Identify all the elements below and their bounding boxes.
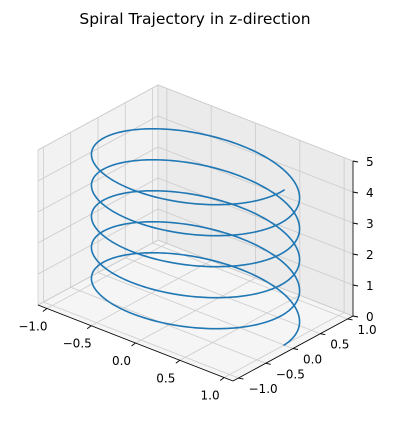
grid-line-z-left [37,239,159,306]
x-tick-label: 1.0 [201,389,220,403]
y-tick-mark [347,318,353,321]
grid-line-y-floor [97,272,294,349]
y-tick-label: 1.0 [358,323,377,337]
z-tick-label: 2 [366,248,374,262]
chart-title: Spiral Trajectory in z-direction [79,10,310,28]
z-tick-mark [352,160,359,163]
grid-line-y-floor [70,286,266,364]
x-tick-label: 0.5 [156,371,175,385]
x-tick-mark [42,308,48,312]
y-tick-mark [320,333,326,336]
x-tick-mark [86,325,92,330]
x-tick-mark [131,342,136,347]
grid-line-z-back [157,115,354,193]
grid-line-y-floor [125,257,321,335]
z-tick-label: 1 [366,279,374,293]
spiral-line [90,127,301,346]
y-tick-label: −1.0 [249,382,278,396]
x-tick-mark [175,359,181,364]
z-tick-mark [352,253,359,256]
x-tick-mark [219,377,225,381]
grid-line-z-left [37,115,159,182]
grid-line-z-back [157,146,354,224]
z-tick-label: 4 [366,186,374,200]
grid-line-z-left [37,84,159,151]
z-tick-mark [352,284,359,287]
y-tick-label: 0.0 [303,353,322,367]
grid-line-z-left [37,146,159,213]
x-tick-label: −0.5 [63,337,92,351]
z-tick-label: 5 [366,155,374,169]
z-tick-label: 0 [366,310,374,324]
grid-line-z-back [157,177,354,255]
spiral-series [90,127,301,346]
z-tick-label: 3 [366,217,374,231]
x-tick-label: −1.0 [18,320,47,334]
grid-line-z-left [37,177,159,244]
grid-line-z-back [157,84,354,162]
y-tick-label: −0.5 [276,367,305,381]
z-tick-mark [352,191,359,194]
grid-line-y-floor [43,301,239,379]
y-tick-mark [265,362,271,365]
y-tick-mark [292,348,299,350]
x-tick-label: 0.0 [112,354,131,368]
grid-line-z-left [37,208,159,275]
z-tick-mark [352,222,359,225]
y-tick-label: 0.5 [330,338,349,352]
z-tick-mark [352,315,359,318]
grid-line-z-back [157,239,354,317]
grid-line-z-back [157,208,354,286]
y-tick-mark [238,377,244,380]
